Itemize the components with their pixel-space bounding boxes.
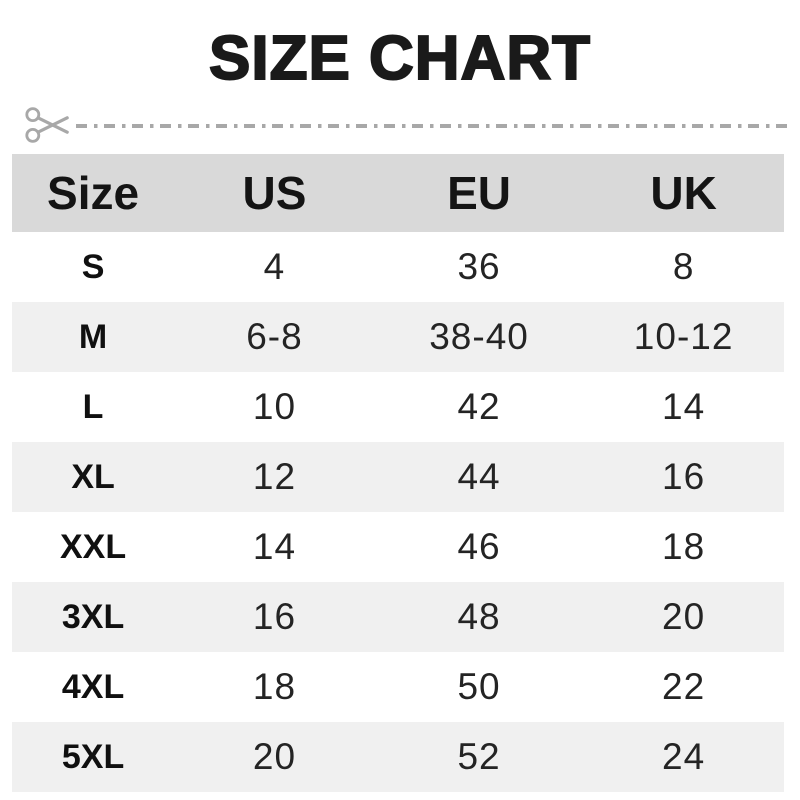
size-cell: L (82, 387, 104, 426)
table-row: 5XL 20 52 24 (12, 722, 784, 792)
column-header-uk: UK (650, 167, 717, 219)
value-cell: 38-40 (429, 316, 529, 357)
table-row: XXL 14 46 18 (12, 512, 784, 582)
table-row: M 6-8 38-40 10-12 (12, 302, 784, 372)
value-cell: 22 (662, 666, 706, 707)
table-row: L 10 42 14 (12, 372, 784, 442)
column-header-eu: EU (447, 167, 511, 219)
value-cell: 16 (662, 456, 706, 497)
size-cell: 5XL (61, 737, 125, 776)
table-row: S 4 36 8 (12, 232, 784, 302)
value-cell: 16 (252, 596, 297, 637)
value-cell: 50 (457, 666, 501, 707)
value-cell: 4 (263, 246, 286, 287)
scissors-icon (24, 105, 72, 145)
cut-line (24, 104, 788, 146)
value-cell: 18 (662, 526, 706, 567)
value-cell: 42 (457, 386, 501, 427)
value-cell: 36 (457, 246, 501, 287)
value-cell: 18 (252, 666, 297, 707)
page-title: SIZE CHART (208, 23, 591, 94)
size-cell: XXL (59, 527, 127, 566)
value-cell: 24 (662, 736, 706, 777)
size-cell: XL (71, 457, 115, 496)
table-row: 3XL 16 48 20 (12, 582, 784, 652)
value-cell: 52 (457, 736, 501, 777)
size-cell: S (81, 247, 105, 286)
table-row: 4XL 18 50 22 (12, 652, 784, 722)
value-cell: 20 (252, 736, 297, 777)
value-cell: 10-12 (633, 316, 734, 357)
value-cell: 12 (252, 456, 297, 497)
value-cell: 14 (252, 526, 297, 567)
value-cell: 46 (457, 526, 501, 567)
value-cell: 44 (457, 456, 501, 497)
table-row: XL 12 44 16 (12, 442, 784, 512)
size-chart-table: Size US EU UK S 4 36 8 M 6-8 38-40 10-12 L 10 42 14 XL 12… (12, 154, 784, 792)
value-cell: 14 (662, 386, 706, 427)
value-cell: 48 (457, 596, 501, 637)
table-header-row: Size US EU UK (12, 154, 784, 232)
value-cell: 8 (672, 246, 695, 287)
value-cell: 10 (252, 386, 297, 427)
size-cell: 4XL (61, 667, 125, 706)
column-header-us: US (242, 167, 307, 219)
column-header-size: Size (47, 167, 140, 219)
dashed-divider (76, 124, 788, 128)
value-cell: 20 (662, 596, 706, 637)
size-cell: M (78, 317, 108, 356)
value-cell: 6-8 (246, 316, 303, 357)
size-cell: 3XL (61, 597, 125, 636)
